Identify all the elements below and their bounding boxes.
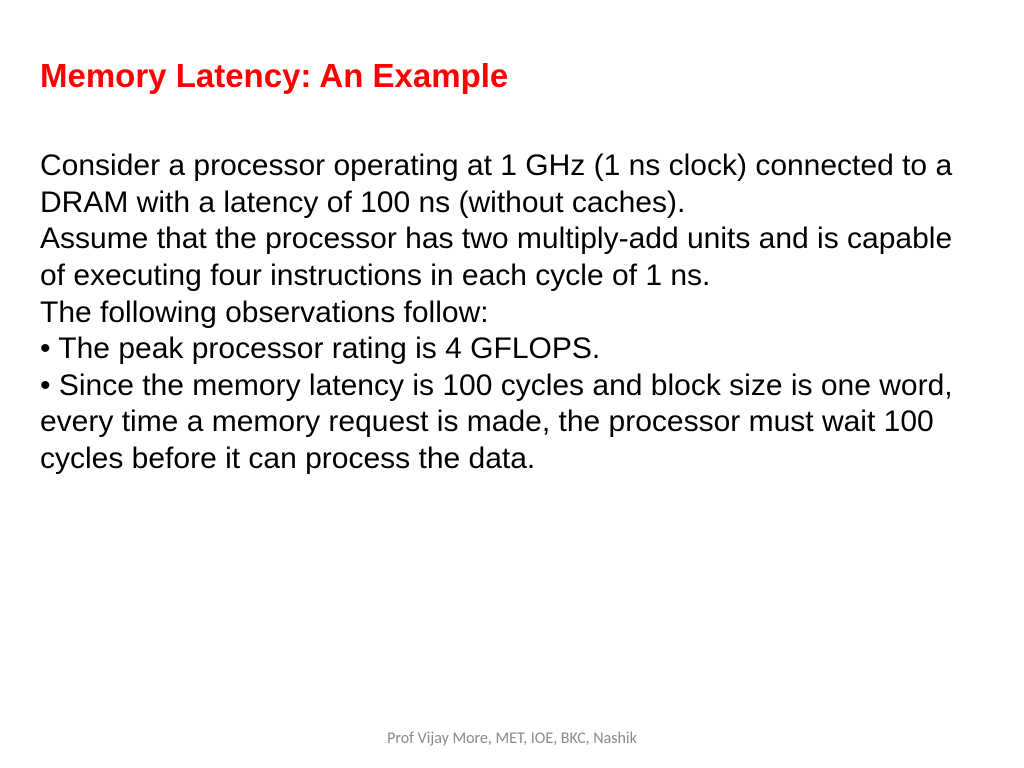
slide-body: Consider a processor operating at 1 GHz … [40,148,984,477]
slide-container: Memory Latency: An Example Consider a pr… [0,0,1024,768]
body-paragraph: Assume that the processor has two multip… [40,221,984,294]
body-paragraph: • Since the memory latency is 100 cycles… [40,368,984,478]
body-paragraph: Consider a processor operating at 1 GHz … [40,148,984,221]
body-paragraph: The following observations follow: [40,295,984,332]
slide-title: Memory Latency: An Example [40,55,984,96]
slide-footer: Prof Vijay More, MET, IOE, BKC, Nashik [0,729,1024,748]
body-paragraph: • The peak processor rating is 4 GFLOPS. [40,331,984,368]
